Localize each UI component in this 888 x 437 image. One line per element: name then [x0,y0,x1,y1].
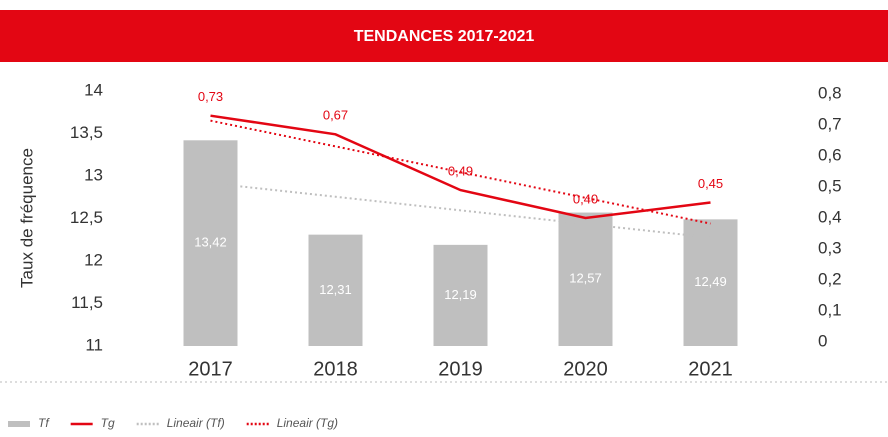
line [210,114,711,220]
bar-label: 12,31 [319,282,352,297]
bar-label: 12,49 [694,274,727,289]
bar [558,212,613,346]
legend-label: Tf [38,416,50,430]
chart-title: TENDANCES 2017-2021 [354,28,535,45]
bar [308,234,363,346]
trend-line [210,182,711,239]
line-label: 0,49 [448,164,473,179]
bar [683,219,738,346]
line-label: 0,40 [573,191,598,206]
y-axis-title: Taux de fréquence [17,148,36,288]
line-label: 0,67 [323,108,348,123]
y-tick-label: 12 [84,250,103,269]
y2-tick-label: 0,7 [818,114,842,133]
legend-label: Lineair (Tf) [167,416,225,430]
x-tick-label: 2017 [188,358,233,380]
line-label: 0,73 [198,89,223,104]
trend-line [210,119,711,225]
legend-swatch [8,421,30,427]
y2-tick-label: 0 [818,331,827,350]
y2-tick-label: 0,8 [818,83,842,102]
bar-label: 12,19 [444,287,477,302]
y-tick-label: 11 [85,335,103,354]
legend-label: Tg [101,416,115,430]
y-tick-label: 11,5 [71,293,103,312]
y-tick-label: 13 [84,165,103,184]
y2-tick-label: 0,1 [818,300,842,319]
y-tick-label: 13,5 [70,123,103,142]
y2-tick-label: 0,3 [818,238,842,257]
y2-tick-label: 0,4 [818,207,842,226]
bar-label: 13,42 [194,235,227,250]
bar [433,244,488,346]
y-tick-label: 12,5 [70,208,103,227]
x-tick-label: 2021 [688,358,733,380]
y2-tick-label: 0,2 [818,269,842,288]
x-tick-label: 2019 [438,358,483,380]
bar-label: 12,57 [569,271,602,286]
x-tick-label: 2018 [313,358,358,380]
y2-tick-label: 0,6 [818,145,842,164]
header-bar [0,10,888,62]
legend-label: Lineair (Tg) [277,416,338,430]
y2-tick-label: 0,5 [818,176,842,195]
x-tick-label: 2020 [563,358,608,380]
line-label: 0,45 [698,176,723,191]
y-tick-label: 14 [84,80,103,99]
bar [183,140,238,346]
